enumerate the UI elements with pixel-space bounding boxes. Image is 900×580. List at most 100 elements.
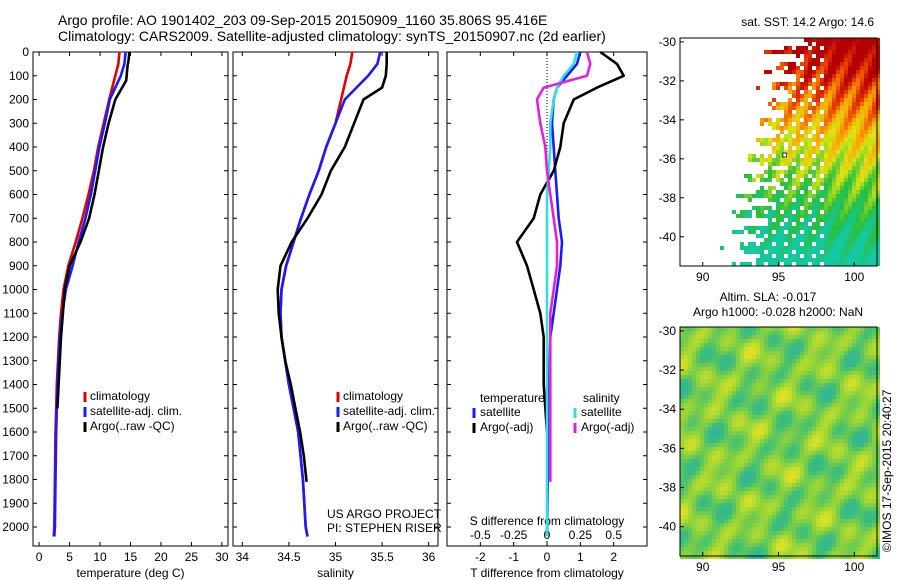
heatmap-cell	[824, 194, 828, 198]
heatmap-cell	[848, 491, 852, 495]
heatmap-cell	[764, 246, 768, 250]
heatmap-cell	[796, 395, 800, 399]
heatmap-cell	[760, 487, 764, 491]
heatmap-cell	[820, 475, 824, 479]
heatmap-cell	[752, 543, 756, 547]
heatmap-cell	[692, 539, 696, 543]
heatmap-cell	[828, 459, 832, 463]
heatmap-cell	[800, 539, 804, 543]
heatmap-cell	[856, 367, 860, 371]
heatmap-cell	[832, 535, 836, 539]
heatmap-cell	[680, 491, 684, 495]
heatmap-cell	[784, 387, 788, 391]
heatmap-cell	[736, 447, 740, 451]
heatmap-cell	[684, 431, 688, 435]
heatmap-cell	[764, 178, 768, 182]
heatmap-cell	[716, 547, 720, 551]
heatmap-cell	[732, 399, 736, 403]
heatmap-cell	[728, 471, 732, 475]
heatmap-cell	[828, 359, 832, 363]
heatmap-cell	[852, 331, 856, 335]
heatmap-cell	[812, 399, 816, 403]
heatmap-cell	[872, 94, 876, 98]
heatmap-cell	[860, 78, 864, 82]
heatmap-cell	[712, 519, 716, 523]
heatmap-cell	[860, 122, 864, 126]
heatmap-cell	[864, 519, 868, 523]
heatmap-cell	[844, 547, 848, 551]
heatmap-cell	[756, 407, 760, 411]
heatmap-cell	[768, 218, 772, 222]
heatmap-cell	[864, 198, 868, 202]
heatmap-cell	[856, 527, 860, 531]
heatmap-cell	[780, 463, 784, 467]
heatmap-cell	[688, 379, 692, 383]
heatmap-cell	[692, 519, 696, 523]
heatmap-cell	[736, 511, 740, 515]
heatmap-cell	[788, 467, 792, 471]
heatmap-cell	[800, 503, 804, 507]
heatmap-cell	[724, 391, 728, 395]
heatmap-cell	[868, 190, 872, 194]
heatmap-cell	[860, 70, 864, 74]
heatmap-cell	[868, 403, 872, 407]
heatmap-cell	[868, 387, 872, 391]
heatmap-cell	[696, 455, 700, 459]
heatmap-cell	[864, 475, 868, 479]
heatmap-cell	[816, 363, 820, 367]
heatmap-cell	[744, 371, 748, 375]
heatmap-cell	[792, 258, 796, 262]
heatmap-cell	[840, 66, 844, 70]
heatmap-cell	[876, 375, 880, 379]
heatmap-cell	[804, 150, 808, 154]
heatmap-cell	[876, 435, 880, 439]
heatmap-cell	[868, 134, 872, 138]
heatmap-cell	[792, 150, 796, 154]
heatmap-cell	[768, 70, 772, 74]
heatmap-cell	[688, 495, 692, 499]
heatmap-cell	[796, 355, 800, 359]
heatmap-cell	[748, 379, 752, 383]
heatmap-cell	[696, 443, 700, 447]
heatmap-cell	[772, 391, 776, 395]
heatmap-cell	[780, 375, 784, 379]
heatmap-cell	[852, 499, 856, 503]
heatmap-cell	[788, 98, 792, 102]
heatmap-cell	[716, 543, 720, 547]
heatmap-cell	[752, 371, 756, 375]
heatmap-cell	[764, 347, 768, 351]
heatmap-cell	[812, 415, 816, 419]
heatmap-cell	[720, 539, 724, 543]
heatmap-cell	[780, 230, 784, 234]
heatmap-cell	[768, 519, 772, 523]
heatmap-cell	[836, 335, 840, 339]
heatmap-cell	[836, 226, 840, 230]
heatmap-cell	[780, 511, 784, 515]
heatmap-cell	[792, 427, 796, 431]
heatmap-cell	[824, 423, 828, 427]
heatmap-cell	[704, 515, 708, 519]
heatmap-cell	[724, 339, 728, 343]
heatmap-cell	[860, 407, 864, 411]
x2-tick-label: 0.25	[569, 528, 593, 542]
heatmap-cell	[680, 443, 684, 447]
heatmap-cell	[772, 407, 776, 411]
heatmap-cell	[828, 146, 832, 150]
heatmap-cell	[700, 523, 704, 527]
heatmap-cell	[816, 455, 820, 459]
heatmap-cell	[688, 347, 692, 351]
heatmap-cell	[760, 459, 764, 463]
heatmap-cell	[824, 114, 828, 118]
heatmap-cell	[704, 451, 708, 455]
heatmap-cell	[816, 463, 820, 467]
heatmap-cell	[780, 234, 784, 238]
heatmap-cell	[832, 503, 836, 507]
heatmap-cell	[828, 439, 832, 443]
heatmap-cell	[804, 451, 808, 455]
heatmap-cell	[824, 387, 828, 391]
heatmap-cell	[712, 371, 716, 375]
heatmap-cell	[792, 94, 796, 98]
heatmap-cell	[732, 439, 736, 443]
heatmap-cell	[768, 487, 772, 491]
heatmap-cell	[844, 527, 848, 531]
